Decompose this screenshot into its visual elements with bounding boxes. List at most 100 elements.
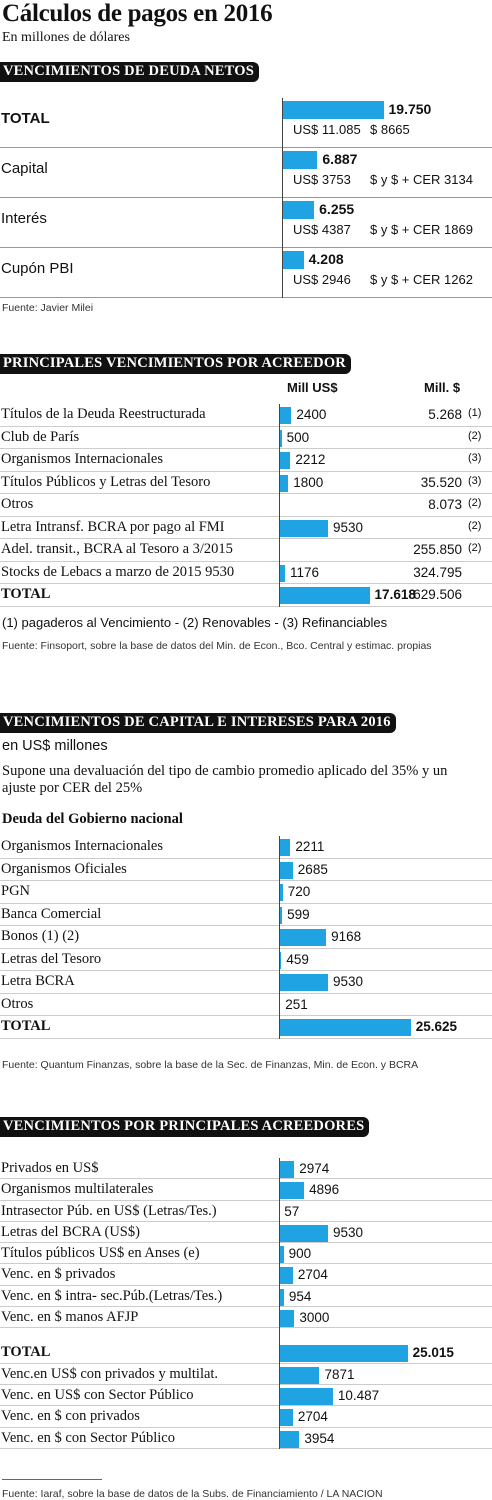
value-label: 599 — [287, 906, 310, 922]
row-note: (2) — [468, 519, 482, 532]
value-label: 2704 — [297, 1267, 328, 1283]
category-label: Organismos multilaterales — [1, 1181, 154, 1198]
section: VENCIMIENTOS DE CAPITAL E INTERESES PARA… — [0, 713, 492, 1071]
value-label: 9530 — [332, 1224, 364, 1240]
category-label: Intrasector Púb. en US$ (Letras/Tes.) — [1, 1202, 217, 1219]
row: Títulos públicos US$ en Anses (e) 900 — [0, 1243, 492, 1265]
value-label: 1800 — [293, 474, 324, 490]
chart-subtitle: Deuda del Gobierno nacional — [2, 811, 183, 827]
row: TOTAL 19.750 US$ 11.085 $ 8665 — [0, 98, 492, 148]
value-label: 2212 — [295, 452, 326, 467]
detail: $ y $ + CER 1869 — [370, 222, 473, 237]
footnote: (1) pagaderos al Vencimiento - (2) Renov… — [2, 614, 388, 630]
row-note: (2) — [468, 542, 482, 554]
row: Venc.en US$ con privados y multilat. 7871 — [0, 1364, 492, 1385]
bar — [279, 1224, 328, 1242]
row: TOTAL 25.625 — [0, 1016, 492, 1039]
section-title: VENCIMIENTOS DE DEUDA NETOS — [0, 62, 260, 82]
axis-line — [282, 98, 283, 298]
value-label: 10.487 — [337, 1387, 380, 1403]
value-label: 7871 — [324, 1366, 355, 1382]
category-label: TOTAL — [1, 586, 51, 602]
row: Cupón PBI 4.208 US$ 2946 $ y $ + CER 1262 — [0, 248, 492, 298]
category-label: Letra BCRA — [1, 973, 75, 989]
category-label: Letra Intransf. BCRA por pago al FMI — [1, 518, 225, 535]
category-label: Letras del BCRA (US$) — [1, 1223, 140, 1240]
row: Venc. en $ manos AFJP 3000 — [0, 1307, 492, 1329]
value-label: 2400 — [296, 407, 327, 422]
category-label: Venc.en US$ con privados y multilat. — [1, 1365, 219, 1382]
column-value: 324.795 — [413, 564, 462, 580]
chart: TOTAL 19.750 US$ 11.085 $ 8665 Capital 6.887 U… — [0, 98, 492, 298]
bar — [279, 1267, 293, 1285]
column-value: 255.850 — [413, 542, 462, 557]
row: TOTAL 17.618 629.506 — [0, 584, 492, 607]
detail: US$ 3753 — [293, 172, 351, 187]
section: VENCIMIENTOS POR PRINCIPALES ACREEDORES … — [0, 1117, 492, 1500]
value-label: 2704 — [297, 1409, 328, 1425]
value-label: 9530 — [332, 974, 364, 989]
chart: Privados en US$ 2974 Organismos multilater… — [0, 1158, 492, 1449]
bar — [279, 1288, 284, 1306]
column-header: Mill. $ — [424, 380, 461, 395]
value-label: 954 — [288, 1288, 312, 1304]
chart: Organismos Internacionales 2211 Organismos… — [0, 836, 492, 1039]
value-label: 4.208 — [308, 251, 344, 267]
category-label: TOTAL — [1, 1018, 51, 1034]
value-label: 6.887 — [322, 151, 358, 167]
bar — [282, 251, 304, 269]
column-value: 8.073 — [428, 497, 462, 512]
row-note: (3) — [468, 474, 482, 487]
bar — [279, 407, 292, 424]
row-note: (2) — [468, 497, 482, 509]
source: Fuente: Finsoport, sobre la base de dato… — [2, 639, 432, 652]
value-label: 459 — [286, 951, 309, 967]
section-title: VENCIMIENTOS POR PRINCIPALES ACREEDORES — [0, 1117, 370, 1137]
category-label: Organismos Internacionales — [1, 838, 164, 854]
value-label: 2685 — [297, 861, 328, 877]
bar — [279, 452, 291, 469]
row: Letras del Tesoro 459 — [0, 949, 492, 971]
detail: $ y $ + CER 1262 — [370, 272, 473, 287]
row-note: (2) — [468, 429, 482, 442]
value-label: 3000 — [299, 1310, 330, 1326]
bar — [279, 1310, 295, 1328]
row: Títulos Públicos y Letras del Tesoro 1800… — [0, 472, 492, 494]
row: Venc. en $ con Sector Público 3954 — [0, 1428, 492, 1449]
row: Interés 6.255 US$ 4387 $ y $ + CER 1869 — [0, 198, 492, 248]
bar — [279, 474, 289, 492]
category-label: Club de París — [1, 428, 80, 445]
row: Adel. transit., BCRA al Tesoro a 3/2015 2… — [0, 539, 492, 562]
row: Letras del BCRA (US$) 9530 — [0, 1222, 492, 1244]
section-title: PRINCIPALES VENCIMIENTOS POR ACREEDOR — [0, 354, 351, 374]
detail: $ y $ + CER 3134 — [370, 172, 473, 187]
bar — [279, 951, 282, 969]
bar — [279, 564, 286, 582]
category-label: Bonos (1) (2) — [1, 928, 80, 944]
detail: US$ 11.085 — [293, 122, 361, 137]
source: Fuente: Iaraf, sobre la base de datos de… — [2, 1487, 383, 1500]
bar — [279, 861, 293, 879]
column-value: 629.506 — [413, 587, 462, 602]
row: Venc. en $ privados 2704 — [0, 1264, 492, 1286]
unit: en US$ millones — [2, 738, 108, 754]
row: Letra BCRA 9530 — [0, 971, 492, 994]
row: Privados en US$ 2974 — [0, 1158, 492, 1180]
row: Venc. en $ intra- sec.Púb.(Letras/Tes.) 9… — [0, 1286, 492, 1308]
bar — [279, 1345, 408, 1363]
row: Títulos de la Deuda Reestructurada 2400 5.… — [0, 404, 492, 427]
category-label: Banca Comercial — [1, 905, 102, 922]
chart: Títulos de la Deuda Reestructurada 2400 5.… — [0, 404, 492, 607]
row: Otros 8.073 (2) — [0, 494, 492, 517]
row: TOTAL 25.015 — [0, 1342, 492, 1364]
value-label: 9168 — [331, 929, 362, 944]
bar — [282, 201, 315, 219]
row: Intrasector Púb. en US$ (Letras/Tes.) 57 — [0, 1201, 492, 1222]
value-label: 1176 — [290, 564, 320, 580]
value-label: 9530 — [332, 519, 364, 535]
bar — [279, 1182, 305, 1200]
column-value: 35.520 — [420, 474, 462, 490]
category-label: Títulos públicos US$ en Anses (e) — [1, 1245, 200, 1262]
category-label: Títulos de la Deuda Reestructurada — [1, 406, 206, 422]
row: Organismos Internacionales 2212 (3) — [0, 449, 492, 472]
